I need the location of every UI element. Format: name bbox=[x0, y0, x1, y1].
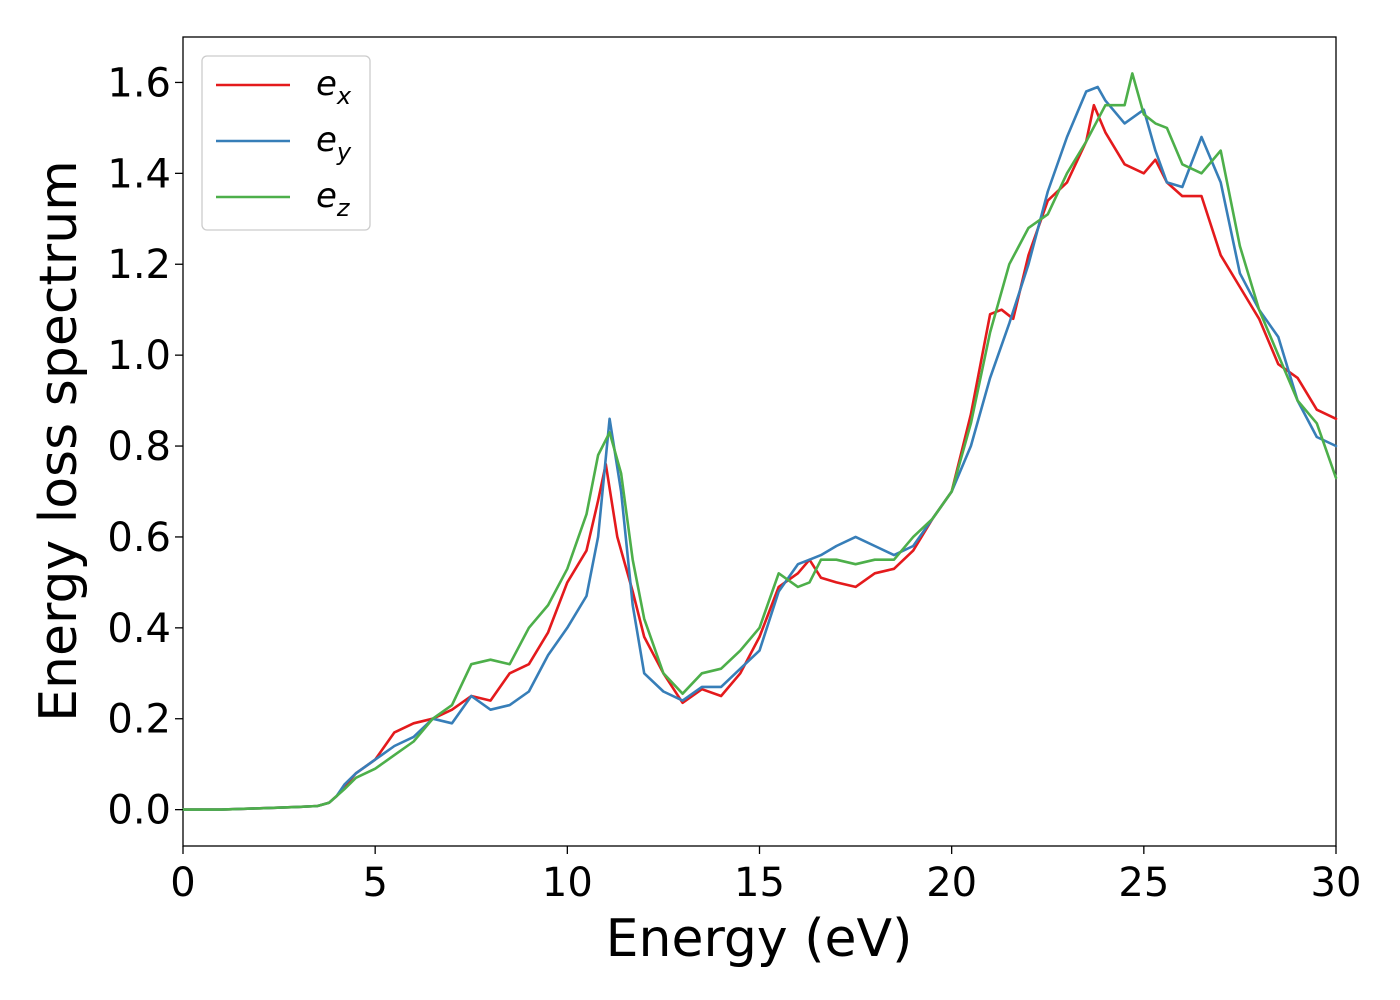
y-axis-label: Energy loss spectrum bbox=[29, 160, 89, 722]
y-tick-label: 1.2 bbox=[107, 242, 171, 288]
y-tick-label: 1.4 bbox=[107, 151, 171, 197]
series-line-y bbox=[181, 85, 1338, 811]
x-axis-ticks: 0 5 10 15 20 25 30 bbox=[170, 846, 1361, 906]
x-tick-label: 30 bbox=[1311, 860, 1362, 906]
legend-label-z: ez bbox=[316, 176, 351, 222]
y-tick-label: 0.8 bbox=[107, 424, 171, 470]
y-tick-label: 1.6 bbox=[107, 60, 171, 106]
x-tick-label: 5 bbox=[362, 860, 387, 906]
y-tick-label: 0.0 bbox=[107, 788, 171, 834]
y-tick-label: 0.2 bbox=[107, 697, 171, 743]
x-tick-label: 25 bbox=[1118, 860, 1169, 906]
series-line-z bbox=[181, 72, 1338, 811]
x-axis-label: Energy (eV) bbox=[606, 909, 913, 969]
x-tick-label: 0 bbox=[170, 860, 195, 906]
legend-box bbox=[201, 55, 371, 231]
x-tick-label: 10 bbox=[542, 860, 593, 906]
x-tick-label: 15 bbox=[734, 860, 785, 906]
legend-label-x: ex bbox=[316, 64, 352, 110]
legend-label-y: ey bbox=[316, 120, 352, 166]
series-layer bbox=[181, 72, 1338, 811]
y-axis-ticks: 0.0 0.2 0.4 0.6 0.8 1.0 1.2 1.4 1.6 bbox=[107, 60, 183, 834]
legend: ex ey ez bbox=[201, 55, 371, 231]
y-tick-label: 1.0 bbox=[107, 333, 171, 379]
x-tick-label: 20 bbox=[926, 860, 977, 906]
y-tick-label: 0.4 bbox=[107, 606, 171, 652]
y-tick-label: 0.6 bbox=[107, 515, 171, 561]
